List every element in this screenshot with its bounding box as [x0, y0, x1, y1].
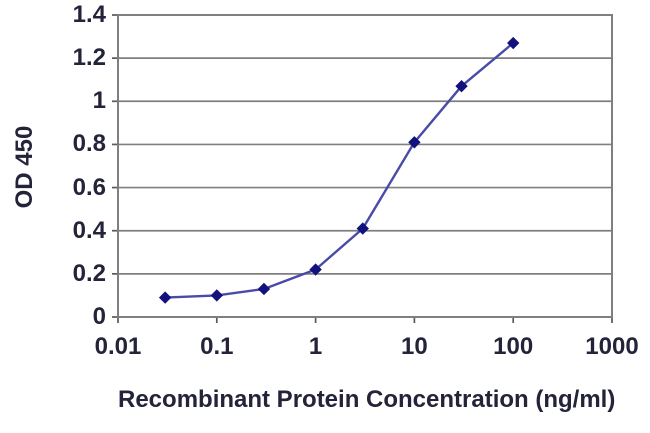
- y-tick-label: 0.8: [72, 130, 106, 158]
- data-point-marker: [356, 222, 369, 235]
- y-tick-label: 0: [92, 303, 106, 330]
- x-tick-label: 100: [493, 333, 534, 360]
- x-axis-title: Recombinant Protein Concentration (ng/ml…: [118, 386, 616, 413]
- data-point-marker: [158, 291, 172, 304]
- data-point-marker: [309, 263, 322, 276]
- x-tick-label: 10: [401, 333, 428, 360]
- y-tick-label: 1.2: [72, 44, 106, 72]
- x-tick-label: 0.01: [94, 333, 142, 360]
- y-tick-label: 1.4: [72, 1, 106, 28]
- series-line: [165, 42, 514, 299]
- plot-border: [117, 14, 613, 318]
- y-tick-label: 1: [92, 87, 106, 115]
- y-tick-label: 0.4: [72, 216, 106, 244]
- data-point-marker: [506, 36, 520, 50]
- data-point-marker: [455, 79, 468, 93]
- data-point-marker: [210, 289, 224, 302]
- data-point-marker: [257, 282, 271, 296]
- y-tick-label: 0.6: [72, 173, 106, 201]
- data-point-marker: [408, 136, 421, 149]
- y-axis-title: OD 450: [11, 125, 38, 209]
- y-tick-label: 0.2: [72, 259, 106, 287]
- x-tick-label: 1000: [585, 333, 639, 360]
- x-tick-label: 0.1: [200, 333, 234, 360]
- x-tick-label: 1: [308, 333, 323, 360]
